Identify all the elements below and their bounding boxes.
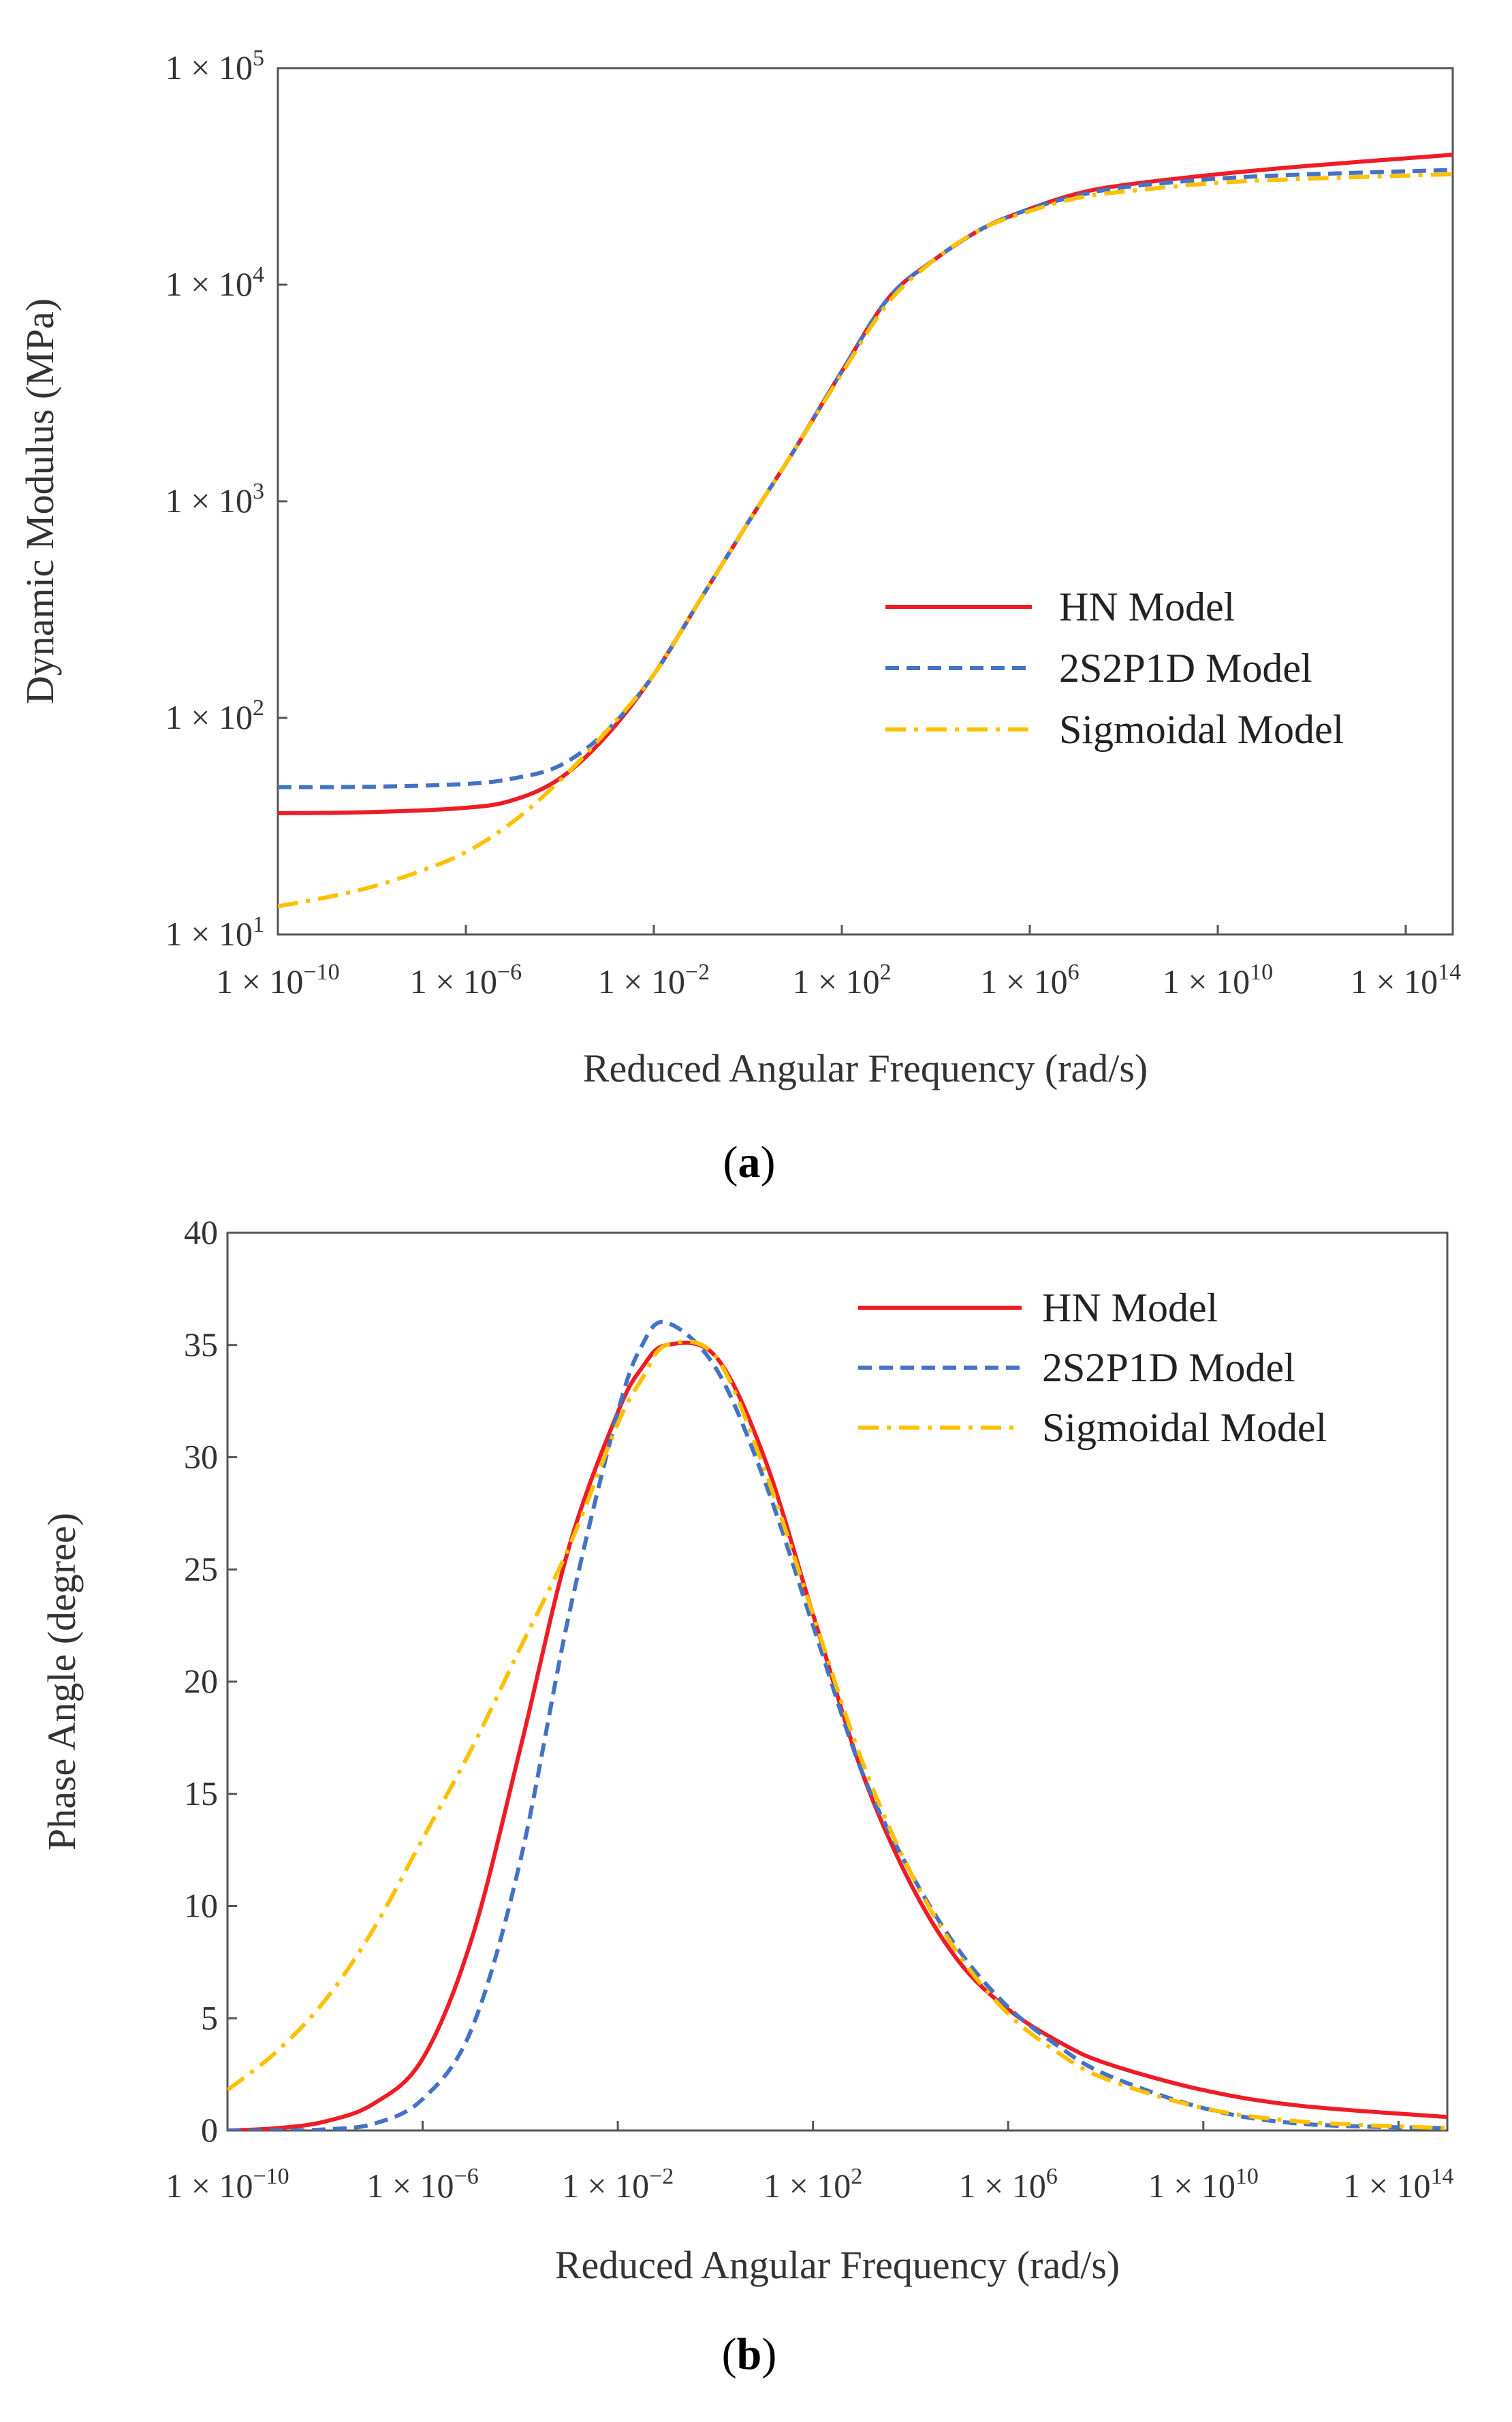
x-tick-label: 1 × 10−2 — [598, 960, 710, 1001]
x-tick-label: 1 × 1014 — [1351, 960, 1461, 1001]
y-tick-label: 5 — [201, 1998, 218, 2036]
y-tick-label: 25 — [184, 1550, 218, 1588]
legend-label: HN Model — [1059, 584, 1235, 629]
x-tick-label: 1 × 106 — [980, 960, 1079, 1001]
legend-label: Sigmoidal Model — [1042, 1405, 1327, 1450]
plot-area-a — [277, 67, 1454, 936]
y-axis-title: Phase Angle (degree) — [40, 1513, 84, 1851]
y-tick-label: 1 × 102 — [166, 695, 264, 736]
y-tick-label: 10 — [184, 1887, 218, 1925]
x-tick-label: 1 × 1010 — [1163, 960, 1273, 1001]
x-tick-label: 1 × 10−6 — [410, 960, 522, 1001]
x-tick-label: 1 × 10−6 — [366, 2164, 478, 2205]
x-tick-label: 1 × 106 — [959, 2164, 1058, 2205]
x-tick-label: 1 × 102 — [792, 960, 891, 1001]
y-tick-label: 15 — [184, 1774, 218, 1812]
chart-a: 1 × 101 1 × 102 1 × 103 1 × 104 1 × 105 1 × 1… — [18, 46, 1461, 1187]
legend-label: 2S2P1D Model — [1042, 1345, 1295, 1390]
y-tick-label: 35 — [184, 1325, 218, 1364]
series-line-hn-model — [227, 1340, 1447, 2130]
y-tick-label: 1 × 101 — [166, 912, 264, 953]
x-tick-label: 1 × 10−2 — [562, 2164, 674, 2205]
y-tick-label: 1 × 104 — [166, 262, 264, 303]
x-axis-title: Reduced Angular Frequency (rad/s) — [555, 2243, 1120, 2287]
legend-label: 2S2P1D Model — [1059, 646, 1312, 691]
x-axis-title: Reduced Angular Frequency (rad/s) — [583, 1046, 1148, 1090]
x-tick-label: 1 × 1014 — [1343, 2164, 1453, 2205]
y-tick-label: 1 × 103 — [166, 479, 264, 520]
y-tick-label: 1 × 105 — [166, 46, 264, 86]
y-tick-label: 30 — [184, 1438, 218, 1476]
series-line-sigmoidal-model — [227, 1339, 1447, 2130]
x-tick-label: 1 × 1010 — [1148, 2164, 1259, 2205]
y-tick-label: 40 — [184, 1213, 218, 1251]
x-tick-label: 1 × 10−10 — [216, 960, 339, 1001]
panel-label-a: (a) — [723, 1137, 776, 1187]
x-tick-label: 1 × 102 — [763, 2164, 862, 2205]
legend-label: Sigmoidal Model — [1059, 707, 1344, 752]
series-line-2s2p1d-model — [278, 168, 1453, 789]
y-tick-label: 0 — [201, 2111, 218, 2149]
legend-label: HN Model — [1042, 1285, 1218, 1330]
x-tick-label: 1 × 10−10 — [166, 2164, 289, 2205]
y-tick-label: 20 — [184, 1662, 218, 1700]
panel-label-b: (b) — [722, 2329, 777, 2379]
chart-b: 0 5 10 15 20 25 30 35 40 1 × 10−10 1 × 10−6 1 × 10−… — [40, 1213, 1453, 2379]
series-line-2s2p1d-model — [227, 1319, 1447, 2130]
y-axis-title: Dynamic Modulus (MPa) — [18, 298, 62, 704]
series-line-sigmoidal-model — [278, 172, 1453, 909]
